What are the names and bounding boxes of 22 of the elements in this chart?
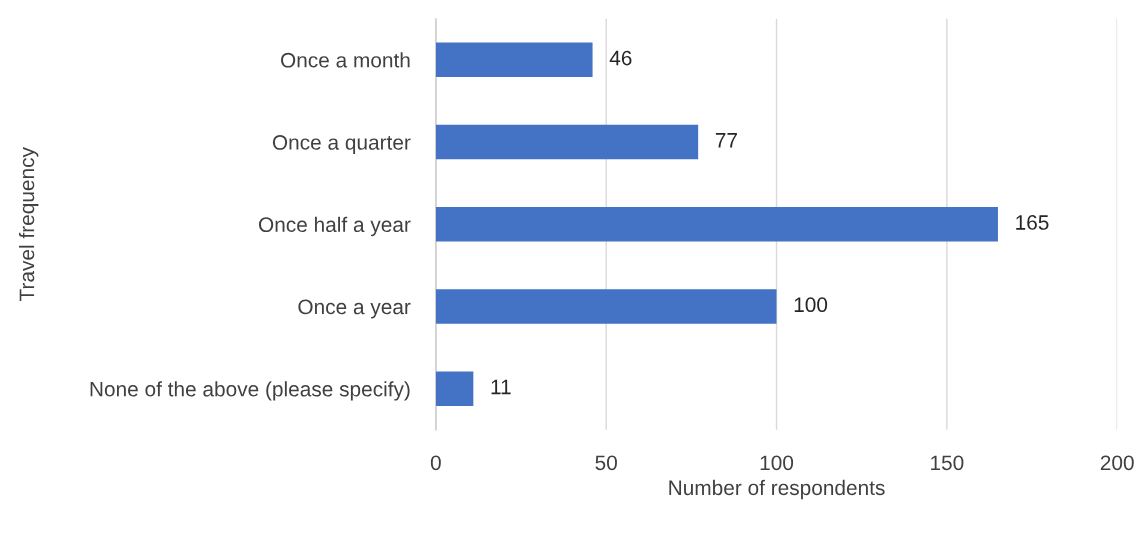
y-tick-label: Once half a year xyxy=(258,216,411,237)
x-axis-title: Number of respondents xyxy=(669,479,885,500)
data-label: 77 xyxy=(715,133,737,148)
bar xyxy=(435,124,699,160)
data-label: 165 xyxy=(1016,215,1049,230)
y-tick-label: Once a quarter xyxy=(272,135,411,154)
bar xyxy=(435,207,998,242)
x-tick-label: 50 xyxy=(595,455,617,471)
data-label: 11 xyxy=(491,379,511,395)
bar xyxy=(435,42,593,78)
y-axis-title: Travel frequency xyxy=(18,147,39,301)
x-tick-label: 0 xyxy=(430,455,441,471)
x-tick-label: 150 xyxy=(931,455,964,471)
y-tick-label: Once a year xyxy=(298,299,411,319)
bar xyxy=(435,289,777,324)
x-tick-label: 100 xyxy=(760,455,794,471)
data-label: 46 xyxy=(609,50,632,66)
y-tick-label: Once a month xyxy=(281,52,410,68)
x-tick-label: 200 xyxy=(1100,455,1134,471)
bar xyxy=(435,371,474,407)
data-label: 100 xyxy=(794,297,828,313)
y-tick-label: None of the above (please specify) xyxy=(90,381,410,401)
